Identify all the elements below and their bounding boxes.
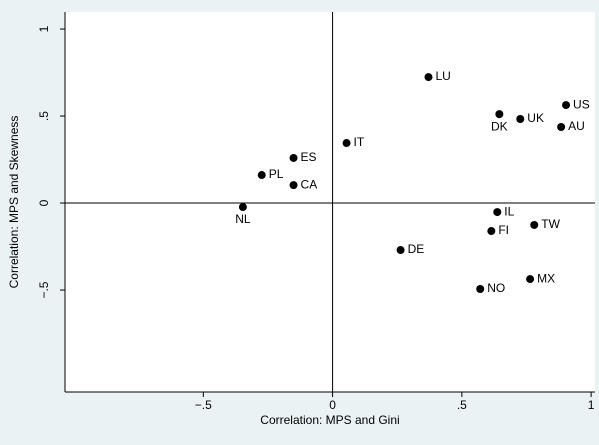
plot-area xyxy=(65,12,595,392)
point xyxy=(530,220,539,229)
point-label: DK xyxy=(491,119,508,133)
point xyxy=(557,123,566,132)
point-label: ES xyxy=(301,150,317,164)
point-label: TW xyxy=(541,217,560,231)
point-label: DE xyxy=(408,242,425,256)
point-label: UK xyxy=(527,111,544,125)
point-label: IL xyxy=(504,204,514,218)
point-label: NO xyxy=(487,281,505,295)
point xyxy=(562,101,571,110)
point-label: IT xyxy=(354,135,365,149)
point-label: MX xyxy=(537,271,555,285)
point xyxy=(342,139,351,148)
x-axis-title: Correlation: MPS and Gini xyxy=(260,413,399,427)
x-tick-label: .5 xyxy=(457,398,467,412)
point xyxy=(396,246,405,255)
point xyxy=(476,284,485,293)
point xyxy=(257,171,266,180)
point xyxy=(495,110,504,119)
point-label: US xyxy=(573,97,590,111)
point-label: LU xyxy=(436,69,451,83)
point xyxy=(424,73,433,82)
x-tick-label: 0 xyxy=(329,398,336,412)
y-tick-label: 0 xyxy=(37,199,51,206)
point-label: CA xyxy=(301,177,318,191)
y-tick-label: .5 xyxy=(37,111,51,121)
point xyxy=(487,227,496,236)
point-label: NL xyxy=(235,212,251,226)
point-label: AU xyxy=(568,119,585,133)
y-axis-title: Correlation: MPS and Skewness xyxy=(7,116,21,289)
point xyxy=(526,275,535,284)
point xyxy=(493,208,502,217)
y-tick-label: −.5 xyxy=(37,281,51,298)
point xyxy=(289,181,298,190)
point-label: PL xyxy=(269,167,284,181)
point xyxy=(238,203,247,212)
point xyxy=(516,115,525,124)
point-label: FI xyxy=(498,223,509,237)
point xyxy=(289,153,298,162)
x-tick-label: 1 xyxy=(588,398,595,412)
y-tick-label: 1 xyxy=(37,25,51,32)
x-tick-label: −.5 xyxy=(195,398,212,412)
